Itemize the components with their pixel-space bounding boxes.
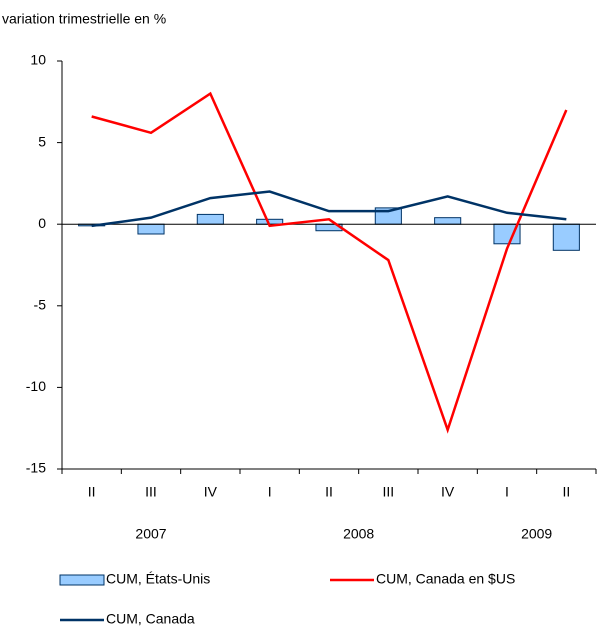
legend-label: CUM, Canada	[106, 611, 195, 627]
x-tick-label: IV	[204, 484, 218, 500]
y-tick-label: -15	[26, 460, 46, 476]
legend-label: CUM, États-Unis	[106, 571, 210, 587]
bar	[434, 217, 462, 225]
y-tick-label: -5	[34, 297, 47, 313]
x-tick-label: III	[382, 484, 394, 500]
year-label: 2009	[521, 526, 552, 542]
legend-label: CUM, Canada en $US	[376, 571, 515, 587]
y-tick-label: -10	[26, 378, 46, 394]
chart-title: variation trimestrielle en %	[2, 11, 166, 27]
x-tick-label: I	[268, 484, 272, 500]
x-tick-label: II	[88, 484, 96, 500]
x-tick-label: IV	[441, 484, 455, 500]
y-tick-label: 5	[38, 133, 46, 149]
line	[91, 91, 568, 434]
year-label: 2008	[343, 526, 374, 542]
y-tick-label: 10	[30, 52, 46, 68]
y-tick-label: 0	[38, 215, 46, 231]
x-tick-label: I	[505, 484, 509, 500]
x-tick-label: II	[562, 484, 570, 500]
line	[91, 190, 567, 228]
bar	[552, 223, 580, 251]
bar	[137, 223, 165, 235]
x-tick-label: III	[145, 484, 157, 500]
year-label: 2007	[135, 526, 166, 542]
x-tick-label: II	[325, 484, 333, 500]
bar	[196, 213, 224, 225]
legend-swatch	[59, 574, 105, 586]
